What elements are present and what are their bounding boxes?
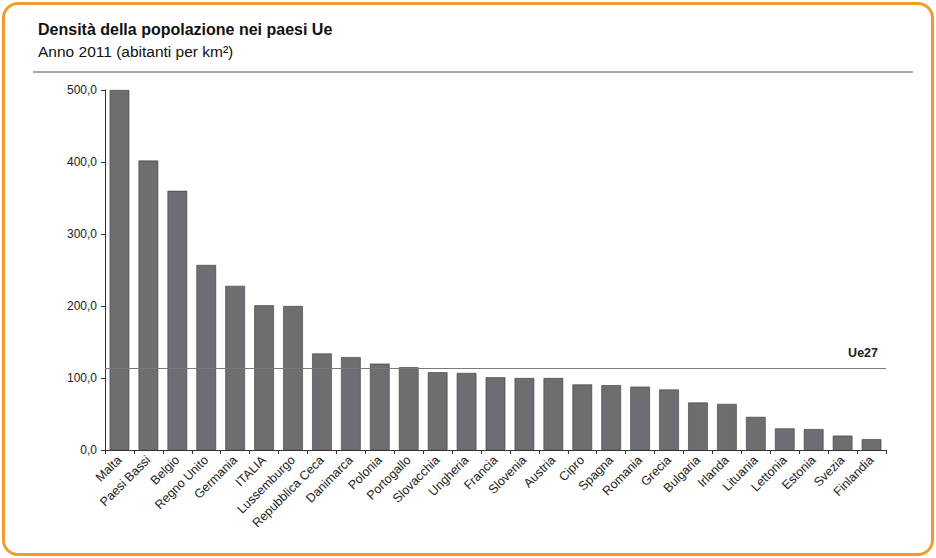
svg-text:Belgio: Belgio	[147, 453, 183, 488]
svg-text:Ungheria: Ungheria	[426, 453, 472, 499]
svg-text:Estonia: Estonia	[779, 453, 818, 492]
svg-text:Cipro: Cipro	[556, 453, 588, 485]
svg-text:Bulgaria: Bulgaria	[661, 453, 703, 495]
svg-text:Polonia: Polonia	[345, 453, 385, 493]
svg-text:200,0: 200,0	[67, 299, 97, 313]
svg-text:Finlandia: Finlandia	[831, 453, 877, 499]
svg-text:Lituania: Lituania	[720, 453, 761, 494]
svg-text:Malta: Malta	[92, 453, 125, 485]
svg-text:100,0: 100,0	[67, 371, 97, 385]
svg-text:Romania: Romania	[600, 453, 645, 498]
svg-text:Irlanda: Irlanda	[695, 453, 732, 490]
svg-text:Lettonia: Lettonia	[748, 453, 790, 495]
svg-text:Anno 2011 (abitanti per km²): Anno 2011 (abitanti per km²)	[38, 43, 233, 60]
svg-text:Spagna: Spagna	[575, 453, 617, 494]
svg-text:Danimarca: Danimarca	[303, 453, 356, 506]
svg-text:Paesi Bassi: Paesi Bassi	[97, 453, 153, 509]
svg-text:Germania: Germania	[191, 453, 240, 502]
svg-text:Densità della popolazione nei: Densità della popolazione nei paesi Ue	[38, 21, 332, 38]
svg-text:Slovacchia: Slovacchia	[390, 453, 443, 506]
svg-text:400,0: 400,0	[67, 155, 97, 169]
svg-text:ITALIA: ITALIA	[232, 453, 269, 490]
svg-text:Repubblica Ceca: Repubblica Ceca	[249, 453, 327, 531]
svg-text:Ue27: Ue27	[848, 346, 878, 360]
svg-text:500,0: 500,0	[67, 83, 97, 97]
svg-text:Regno Unito: Regno Unito	[152, 453, 212, 512]
svg-text:Portogallo: Portogallo	[364, 453, 414, 503]
svg-text:0,0: 0,0	[80, 443, 97, 457]
svg-text:300,0: 300,0	[67, 227, 97, 241]
svg-text:Slovenia: Slovenia	[486, 453, 530, 497]
svg-text:Svezia: Svezia	[811, 453, 848, 490]
svg-text:Grecia: Grecia	[638, 453, 674, 489]
svg-text:Francia: Francia	[461, 453, 501, 493]
svg-text:Austria: Austria	[521, 453, 558, 490]
svg-text:Lussemburgo: Lussemburgo	[234, 453, 298, 517]
